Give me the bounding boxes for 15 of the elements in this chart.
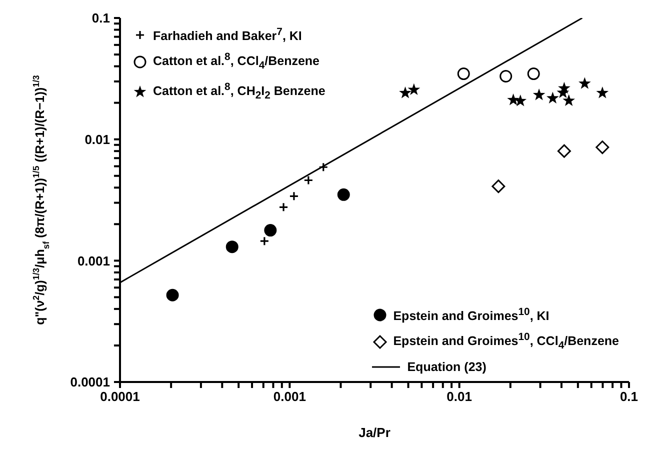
- x-axis-title: Ja/Pr: [358, 425, 390, 440]
- legend-label: Epstein and Groimes$^{10}$, KI: [393, 306, 550, 326]
- x-tick-label: 0.01: [446, 389, 472, 404]
- y-tick-label: 0.01: [84, 132, 110, 147]
- x-tick-label: 0.0001: [100, 389, 140, 404]
- legend-label: Epstein and Groimes$^{10}$, CCl$_{4}$/Benzene: [393, 331, 619, 354]
- y-tick-label: 0.001: [77, 253, 110, 268]
- legend-label: Farhadieh and Baker$^{7}$, KI: [153, 26, 302, 46]
- y-tick-label: 0.0001: [70, 374, 110, 390]
- legend-label: Catton et al.$^{8}$, CH$_{2}$I$_{2}$ Benzene: [153, 80, 326, 104]
- x-tick-label: 0.001: [273, 389, 306, 404]
- legend-label: Catton et al.$^{8}$, CCl$_{4}$/Benzene: [153, 51, 320, 74]
- legend-label: Equation (23): [407, 358, 486, 376]
- y-tick-label: 0.1: [92, 10, 110, 26]
- x-tick-label: 0.1: [620, 389, 638, 404]
